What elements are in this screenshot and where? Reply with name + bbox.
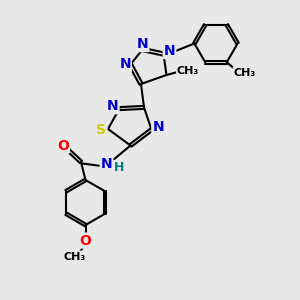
Text: H: H [114, 161, 124, 174]
Text: N: N [119, 58, 131, 71]
Text: S: S [96, 124, 106, 137]
Text: O: O [57, 139, 69, 152]
Text: N: N [152, 120, 164, 134]
Text: CH₃: CH₃ [64, 251, 86, 262]
Text: N: N [101, 158, 112, 171]
Text: N: N [164, 44, 175, 58]
Text: N: N [137, 37, 148, 51]
Text: CH₃: CH₃ [177, 65, 199, 76]
Text: CH₃: CH₃ [234, 68, 256, 78]
Text: O: O [80, 234, 92, 248]
Text: N: N [107, 99, 118, 113]
